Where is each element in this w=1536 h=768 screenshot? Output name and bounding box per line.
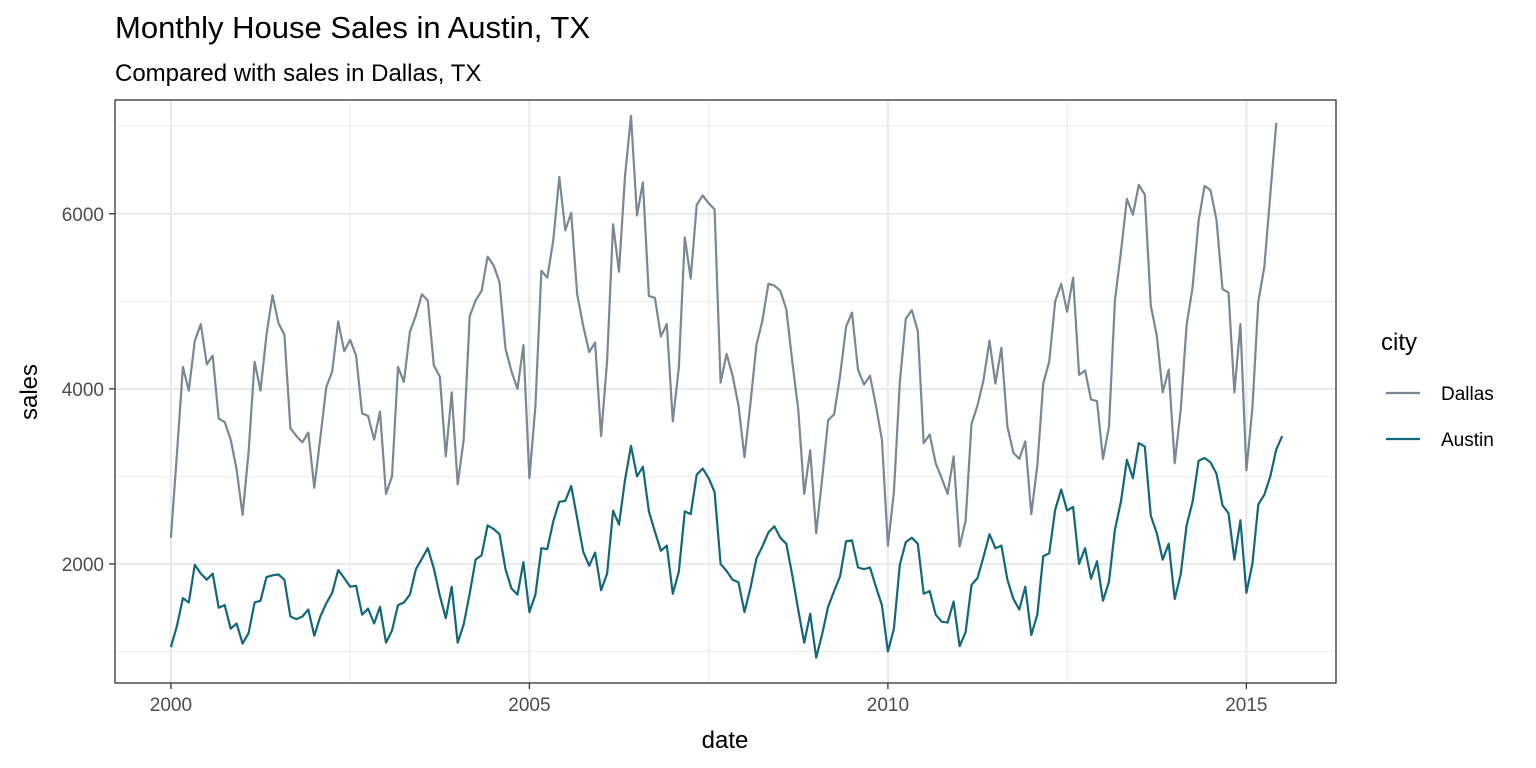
legend-label-austin: Austin — [1441, 430, 1494, 451]
legend-label-dallas: Dallas — [1441, 384, 1494, 405]
x-tick-label: 2010 — [867, 695, 909, 716]
minor-gridlines — [115, 100, 1336, 683]
y-tick-label: 2000 — [62, 555, 104, 576]
series-lines — [169, 114, 1284, 659]
x-tick-label: 2000 — [150, 695, 192, 716]
legend: city Dallas Austin — [1381, 329, 1494, 451]
x-tick-label: 2015 — [1225, 695, 1267, 716]
y-tick-label: 6000 — [62, 205, 104, 226]
legend-title: city — [1381, 329, 1417, 356]
major-gridlines — [115, 100, 1336, 683]
plot-border — [114, 99, 1337, 684]
x-tick-label: 2005 — [508, 695, 550, 716]
y-axis: 2000 4000 6000 — [62, 205, 115, 576]
plot-background — [115, 100, 1336, 683]
x-axis: 2000 2005 2010 2015 — [150, 683, 1268, 716]
y-tick-label: 4000 — [62, 380, 104, 401]
chart-subtitle: Compared with sales in Dallas, TX — [115, 60, 482, 87]
x-axis-title: date — [702, 727, 749, 754]
y-axis-title: sales — [16, 364, 43, 420]
chart-title: Monthly House Sales in Austin, TX — [115, 10, 591, 45]
series-line-austin — [169, 435, 1284, 659]
series-line-dallas — [169, 114, 1278, 548]
